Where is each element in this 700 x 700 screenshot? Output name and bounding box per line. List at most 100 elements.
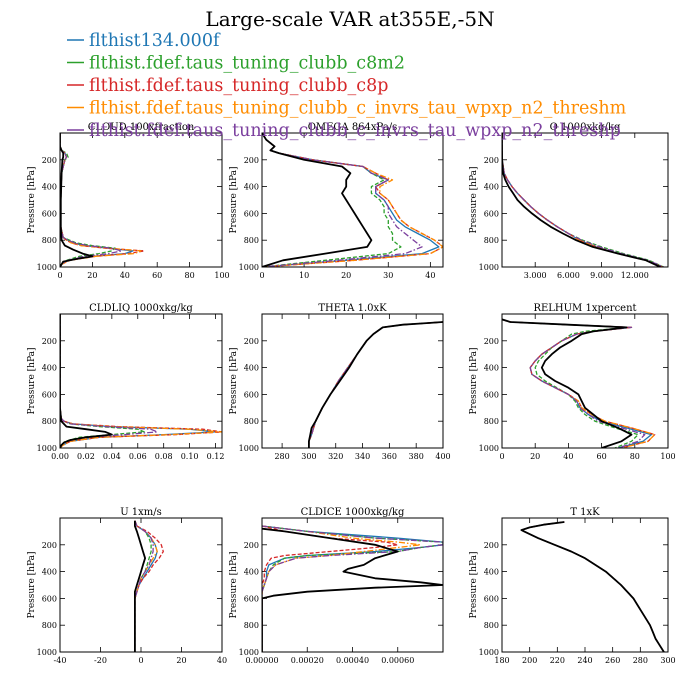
x-tick-label: 0	[57, 271, 62, 280]
y-tick-label: 800	[484, 417, 499, 426]
y-axis-label: Pressure [hPa]	[229, 166, 239, 233]
x-tick-label: 40	[217, 656, 227, 665]
y-tick-label: 800	[244, 417, 259, 426]
panel-title: THETA 1.0xK	[318, 303, 387, 314]
panel-title: CLDICE 1000xkg/kg	[301, 507, 405, 518]
x-tick-label: 0	[499, 452, 504, 461]
panel-title: U 1xm/s	[120, 507, 162, 518]
x-tick-label: 0.02	[77, 452, 95, 461]
x-tick-label: 280	[633, 656, 648, 665]
y-tick-label: 1000	[239, 648, 259, 657]
series-line	[502, 133, 663, 267]
x-tick-label: 320	[328, 452, 343, 461]
y-axis-label: Pressure [hPa]	[229, 347, 239, 414]
series-line	[60, 133, 142, 267]
y-tick-label: 1000	[37, 263, 57, 272]
x-tick-label: 220	[550, 656, 565, 665]
x-tick-label: 60	[152, 271, 162, 280]
x-tick-label: 20	[176, 656, 186, 665]
x-tick-label: 80	[630, 452, 640, 461]
x-tick-label: 0.10	[181, 452, 199, 461]
x-tick-label: 40	[425, 271, 435, 280]
y-tick-label: 200	[244, 337, 259, 346]
series-line	[308, 321, 443, 448]
series-group	[60, 133, 145, 267]
panel: Q 1000xkg/kg Pressure [hPa] 200 400 600 800 10…	[469, 122, 669, 280]
series-line	[502, 133, 663, 267]
x-tick-label: 9.000	[590, 271, 613, 280]
x-tick-label: 3.000	[524, 271, 547, 280]
series-line	[502, 133, 663, 267]
x-tick-label: 0.04	[103, 452, 121, 461]
y-tick-label: 1000	[479, 263, 499, 272]
x-tick-label: 380	[409, 452, 424, 461]
legend-item: flthist134.000f	[67, 31, 221, 51]
plot-frame	[59, 132, 223, 268]
x-tick-label: 0.08	[155, 452, 173, 461]
x-tick-label: 80	[185, 271, 195, 280]
y-tick-label: 1000	[479, 648, 499, 657]
x-tick-label: 10	[299, 271, 309, 280]
x-tick-label: 20	[87, 271, 97, 280]
y-tick-label: 200	[484, 156, 499, 165]
y-tick-label: 800	[42, 236, 57, 245]
reference-line	[60, 133, 94, 267]
legend-item: flthist.fdef.taus_tuning_clubb_c_invrs_t…	[67, 121, 621, 141]
y-axis-label: Pressure [hPa]	[469, 551, 479, 618]
y-tick-label: 800	[484, 236, 499, 245]
x-tick-label: 180	[494, 656, 509, 665]
reference-line	[307, 321, 443, 448]
series-group	[60, 314, 222, 448]
y-tick-label: 400	[244, 183, 259, 192]
y-tick-label: 200	[244, 156, 259, 165]
series-line	[60, 133, 145, 267]
x-tick-label: 300	[301, 452, 316, 461]
x-tick-label: 200	[522, 656, 537, 665]
series-group	[502, 133, 664, 267]
y-tick-label: 200	[42, 541, 57, 550]
y-axis-label: Pressure [hPa]	[27, 551, 37, 618]
plot-frame	[261, 132, 444, 268]
series-line	[520, 521, 665, 652]
y-tick-label: 200	[244, 541, 259, 550]
plot-frame	[501, 132, 669, 268]
y-tick-label: 200	[42, 156, 57, 165]
x-tick-label: 340	[355, 452, 370, 461]
y-axis-label: Pressure [hPa]	[27, 347, 37, 414]
x-tick-label: 300	[660, 656, 675, 665]
y-tick-label: 800	[484, 621, 499, 630]
x-tick-label: 60	[597, 452, 607, 461]
y-tick-label: 1000	[37, 648, 57, 657]
y-tick-label: 600	[244, 209, 259, 218]
y-tick-label: 1000	[479, 444, 499, 453]
x-tick-label: 20	[341, 271, 351, 280]
series-group	[262, 133, 443, 267]
series-line	[262, 133, 440, 267]
x-tick-label: 40	[563, 452, 573, 461]
y-tick-label: 400	[484, 568, 499, 577]
panel-title: CLDLIQ 1000xkg/kg	[89, 303, 193, 314]
x-tick-label: 280	[274, 452, 289, 461]
panel: THETA 1.0xK Pressure [hPa] 200 400 600 800 100…	[229, 303, 451, 461]
legend-label: flthist.fdef.taus_tuning_clubb_c8m2	[89, 54, 405, 74]
legend-item: flthist.fdef.taus_tuning_clubb_c8p	[67, 76, 388, 96]
y-axis-label: Pressure [hPa]	[229, 551, 239, 618]
series-line	[308, 321, 443, 448]
series-line	[502, 318, 653, 448]
x-tick-label: 400	[435, 452, 450, 461]
series-line	[262, 133, 443, 267]
y-tick-label: 200	[484, 337, 499, 346]
series-line	[520, 521, 665, 652]
series-line	[262, 133, 443, 267]
x-tick-label: 0	[259, 271, 264, 280]
series-group	[307, 321, 443, 448]
y-tick-label: 800	[42, 621, 57, 630]
series-group	[133, 520, 164, 652]
reference-line	[60, 314, 113, 448]
series-line	[308, 321, 443, 448]
series-line	[262, 525, 443, 652]
series-line	[520, 521, 665, 652]
reference-line	[520, 521, 665, 652]
y-tick-label: 200	[484, 541, 499, 550]
